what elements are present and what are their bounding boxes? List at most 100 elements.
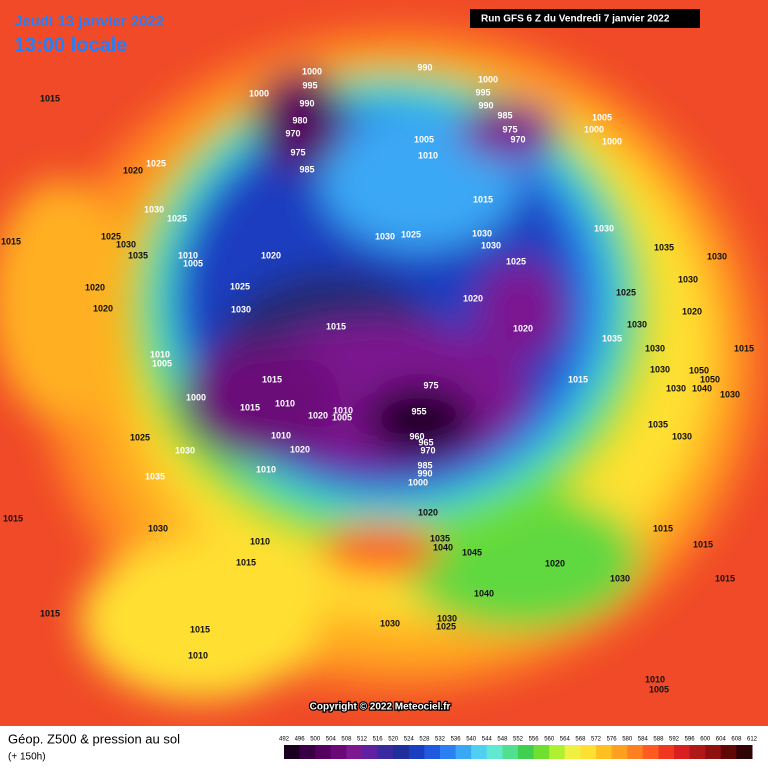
isobar-label: 1030 xyxy=(672,431,692,441)
isobar-label: 1005 xyxy=(183,258,203,268)
colorbar-tick-label: 604 xyxy=(716,737,727,743)
isobar-label: 1030 xyxy=(481,240,501,250)
isobar-label: 1010 xyxy=(275,398,295,408)
run-info: Run GFS 6 Z du Vendredi 7 janvier 2022 xyxy=(481,14,670,25)
isobar-label: 1030 xyxy=(437,613,457,623)
isobar-label: 1030 xyxy=(645,343,665,353)
copyright: Copyright © 2022 Meteociel.fr xyxy=(310,702,451,713)
isobar-label: 1020 xyxy=(290,444,310,454)
colorbar-tick-label: 568 xyxy=(575,737,586,743)
colorbar-tick-label: 528 xyxy=(419,737,430,743)
colorbar-tick-label: 564 xyxy=(560,737,571,743)
isobar-label: 990 xyxy=(299,98,314,108)
colorbar-tick-label: 588 xyxy=(653,737,664,743)
isobar-label: 1035 xyxy=(602,333,622,343)
isobar-label: 1030 xyxy=(594,223,614,233)
isobar-label: 1020 xyxy=(93,303,113,313)
isobar-label: 1035 xyxy=(648,419,668,429)
colorbar-swatch xyxy=(705,745,722,759)
isobar-label: 970 xyxy=(510,134,525,144)
colorbar-swatch xyxy=(440,745,457,759)
isobar-label: 1030 xyxy=(116,239,136,249)
isobar-label: 1005 xyxy=(414,134,434,144)
isobar-label: 1000 xyxy=(408,477,428,487)
isobar-label: 1030 xyxy=(707,251,727,261)
colorbar-tick-label: 520 xyxy=(388,737,399,743)
isobar-label: 1015 xyxy=(1,236,21,246)
colorbar-tick-label: 580 xyxy=(622,737,633,743)
isobar-label: 1035 xyxy=(128,250,148,260)
colorbar: 492 496 500 504 508 512 516 520 524 528 532 536 540 5… xyxy=(279,737,758,759)
isobar-label: 1020 xyxy=(545,558,565,568)
isobar-label: 1030 xyxy=(627,319,647,329)
colorbar-tick-label: 508 xyxy=(341,737,352,743)
isobar-label: 975 xyxy=(290,147,305,157)
isobar-label: 995 xyxy=(302,80,317,90)
colorbar-swatch xyxy=(611,745,628,759)
isobar-label: 1000 xyxy=(478,74,498,84)
isobar-label: 1015 xyxy=(262,374,282,384)
isobar-label: 1030 xyxy=(144,204,164,214)
colorbar-swatch xyxy=(330,745,347,759)
colorbar-tick-label: 536 xyxy=(451,737,462,743)
isobar-label: 1015 xyxy=(693,539,713,549)
colorbar-tick-label: 600 xyxy=(700,737,711,743)
colorbar-swatch xyxy=(486,745,503,759)
colorbar-tick-label: 512 xyxy=(357,737,368,743)
isobar-label: 1045 xyxy=(462,547,482,557)
isobar-label: 1010 xyxy=(418,150,438,160)
isobar-label: 1030 xyxy=(380,618,400,628)
colorbar-swatch xyxy=(346,745,363,759)
isobar-label: 1015 xyxy=(190,624,210,634)
colorbar-swatch xyxy=(315,745,332,759)
colorbar-tick-label: 572 xyxy=(591,737,602,743)
isobar-label: 1005 xyxy=(592,112,612,122)
colorbar-tick-label: 500 xyxy=(310,737,321,743)
isobar-label: 1000 xyxy=(186,392,206,402)
colorbar-tick-label: 492 xyxy=(279,737,290,743)
isobar-label: 1020 xyxy=(308,410,328,420)
isobar-label: 990 xyxy=(478,100,493,110)
colorbar-swatch xyxy=(393,745,410,759)
isobar-label: 1025 xyxy=(230,281,250,291)
isobar-label: 1015 xyxy=(40,608,60,618)
colorbar-swatch xyxy=(284,745,301,759)
isobar-label: 1030 xyxy=(472,228,492,238)
run-box xyxy=(470,9,700,28)
colorbar-swatch xyxy=(580,745,597,759)
colorbar-swatch xyxy=(518,745,535,759)
isobar-label: 1030 xyxy=(720,389,740,399)
isobar-label: 1015 xyxy=(473,194,493,204)
colorbar-swatch xyxy=(720,745,737,759)
isobar-label: 1040 xyxy=(474,588,494,598)
isobar-labels: 1015100099599098097097598510009901000995… xyxy=(1,62,754,694)
isobar-label: 1025 xyxy=(506,256,526,266)
isobar-label: 1015 xyxy=(715,573,735,583)
footer-title: Géop. Z500 & pression au sol xyxy=(8,731,180,746)
isobar-label: 1020 xyxy=(123,165,143,175)
isobar-label: 1025 xyxy=(167,213,187,223)
isobar-label: 1000 xyxy=(584,124,604,134)
colorbar-tick-label: 608 xyxy=(731,737,742,743)
colorbar-tick-label: 524 xyxy=(404,737,415,743)
isobar-label: 970 xyxy=(420,445,435,455)
colorbar-swatch xyxy=(362,745,379,759)
isobar-label: 1040 xyxy=(433,542,453,552)
colorbar-swatch xyxy=(455,745,472,759)
isobar-label: 985 xyxy=(417,460,432,470)
isobar-label: 985 xyxy=(497,110,512,120)
isobar-label: 1015 xyxy=(240,402,260,412)
valid-time: 13:00 locale xyxy=(14,34,127,56)
colorbar-tick-label: 552 xyxy=(513,737,524,743)
colorbar-swatch xyxy=(674,745,691,759)
isobar-label: 1010 xyxy=(150,349,170,359)
isobar-label: 1010 xyxy=(256,464,276,474)
colorbar-swatch xyxy=(658,745,675,759)
isobar-label: 975 xyxy=(423,380,438,390)
isobar-label: 1020 xyxy=(682,306,702,316)
colorbar-swatch xyxy=(299,745,316,759)
isobar-label: 1010 xyxy=(250,536,270,546)
isobar-label: 1020 xyxy=(513,323,533,333)
colorbar-swatch xyxy=(596,745,613,759)
